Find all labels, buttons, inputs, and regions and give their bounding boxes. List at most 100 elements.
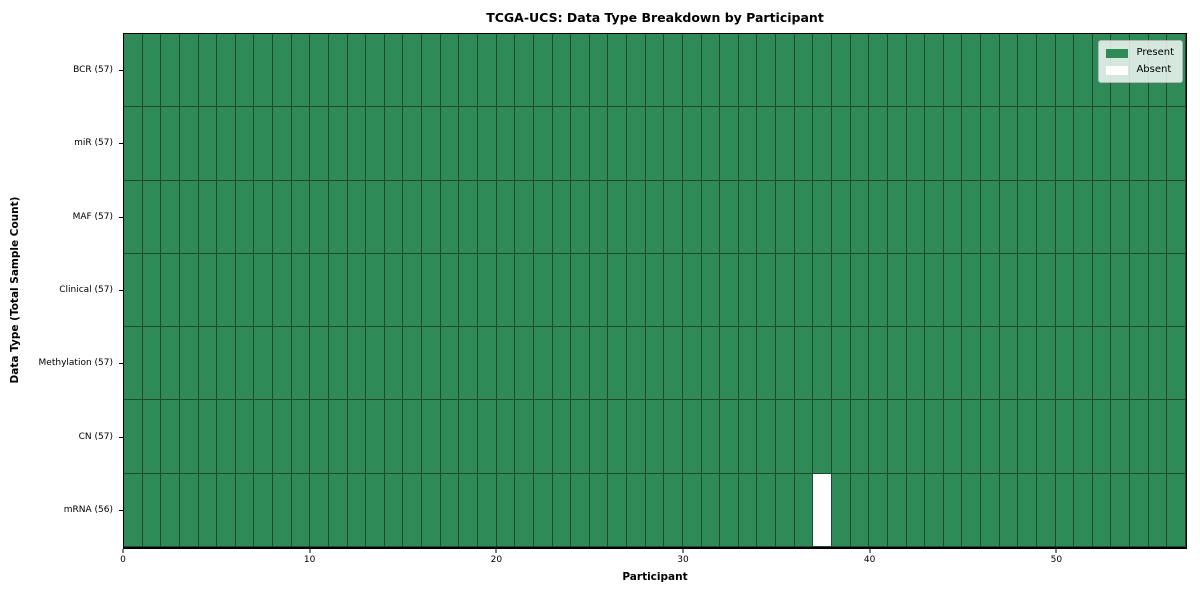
heatmap-cell — [869, 327, 888, 401]
heatmap-cell — [906, 180, 926, 254]
heatmap-cell — [1167, 180, 1186, 254]
heatmap-cell — [328, 107, 348, 181]
heatmap-cell — [627, 253, 646, 328]
heatmap-cell — [291, 327, 311, 401]
heatmap-cell — [999, 400, 1019, 474]
heatmap-cell — [328, 400, 348, 474]
heatmap-cell — [664, 473, 683, 547]
heatmap-cell — [869, 400, 888, 474]
heatmap-cell — [831, 34, 851, 108]
heatmap-cell — [1111, 107, 1131, 181]
legend-item-absent: Absent — [1106, 63, 1174, 77]
heatmap-cell — [981, 180, 1000, 254]
x-tick-mark — [495, 549, 497, 553]
heatmap-cell — [571, 473, 590, 547]
heatmap-cell — [142, 327, 162, 401]
heatmap-cell — [161, 327, 180, 401]
heatmap-cell — [403, 34, 423, 108]
heatmap-cell — [347, 34, 367, 108]
heatmap-cell — [738, 34, 758, 108]
heatmap-cell — [850, 107, 870, 181]
y-tick-mark — [119, 69, 123, 71]
heatmap-cell — [384, 253, 404, 328]
heatmap-cell — [813, 253, 832, 328]
x-tick-area: 0 10 20 30 40 50 — [120, 549, 1187, 571]
heatmap-cell — [738, 400, 758, 474]
heatmap-cell — [328, 34, 348, 108]
heatmap-cell — [608, 180, 628, 254]
heatmap-cell — [217, 327, 236, 401]
heatmap-cell — [813, 327, 832, 401]
heatmap-cell — [1055, 180, 1075, 254]
heatmap-cell — [422, 253, 441, 328]
heatmap-cell — [571, 34, 590, 108]
heatmap-cell — [328, 180, 348, 254]
heatmap-cell — [235, 327, 255, 401]
heatmap-cell — [1036, 473, 1056, 547]
heatmap-cell — [1111, 473, 1131, 547]
heatmap-cell — [1111, 400, 1131, 474]
heatmap-cell — [1074, 180, 1093, 254]
heatmap-cell — [664, 253, 683, 328]
heatmap-cell — [366, 253, 385, 328]
heatmap-cell — [1130, 473, 1149, 547]
heatmap-cell — [235, 107, 255, 181]
heatmap-cell — [217, 253, 236, 328]
heatmap-cell — [887, 473, 907, 547]
heatmap-cell — [366, 107, 385, 181]
heatmap-cell — [831, 253, 851, 328]
heatmap-cell — [161, 180, 180, 254]
heatmap-cell — [943, 253, 963, 328]
heatmap-cell — [776, 400, 795, 474]
heatmap-cell — [124, 253, 143, 328]
heatmap-cell — [1018, 473, 1037, 547]
heatmap-cell — [981, 34, 1000, 108]
heatmap-cell — [627, 180, 646, 254]
heatmap-cell — [664, 400, 683, 474]
heatmap-cell — [1036, 327, 1056, 401]
heatmap-cell — [887, 180, 907, 254]
heatmap-cell — [887, 327, 907, 401]
heatmap-cell — [776, 253, 795, 328]
heatmap-cell — [161, 400, 180, 474]
heatmap-cell — [291, 400, 311, 474]
heatmap-cell — [142, 400, 162, 474]
heatmap-cell — [701, 473, 721, 547]
present-swatch — [1106, 48, 1129, 58]
x-tick-mark — [682, 549, 684, 553]
heatmap-cell — [589, 327, 609, 401]
heatmap-cell — [701, 107, 721, 181]
y-tick-label: mRNA (56) — [63, 505, 113, 516]
heatmap-cell — [701, 400, 721, 474]
heatmap-cell — [981, 253, 1000, 328]
heatmap-cell — [925, 107, 944, 181]
y-tick-mark — [119, 290, 123, 291]
heatmap-cell — [310, 180, 329, 254]
heatmap-cell — [850, 473, 870, 547]
heatmap-cell — [235, 473, 255, 547]
heatmap-cell — [981, 473, 1000, 547]
heatmap-cell — [925, 400, 944, 474]
heatmap-cell — [925, 180, 944, 254]
heatmap-cell — [254, 34, 274, 108]
heatmap-cell — [887, 34, 907, 108]
heatmap-cell — [813, 473, 832, 547]
heatmap-cell — [943, 180, 963, 254]
heatmap-cell — [571, 253, 590, 328]
heatmap-cell — [1148, 400, 1168, 474]
heatmap-cell — [831, 180, 851, 254]
heatmap-cell — [757, 180, 777, 254]
heatmap-cell — [645, 473, 665, 547]
heatmap-cell — [1092, 327, 1112, 401]
heatmap-cell — [347, 107, 367, 181]
heatmap-cell — [776, 180, 795, 254]
x-tick-label: 0 — [120, 555, 126, 565]
heatmap-cell — [1036, 180, 1056, 254]
heatmap-cell — [720, 400, 739, 474]
heatmap-cell — [198, 400, 218, 474]
heatmap-cell — [347, 400, 367, 474]
heatmap-cell — [738, 253, 758, 328]
x-tick-mark — [122, 549, 124, 553]
heatmap-cell — [813, 180, 832, 254]
heatmap-cell — [198, 180, 218, 254]
